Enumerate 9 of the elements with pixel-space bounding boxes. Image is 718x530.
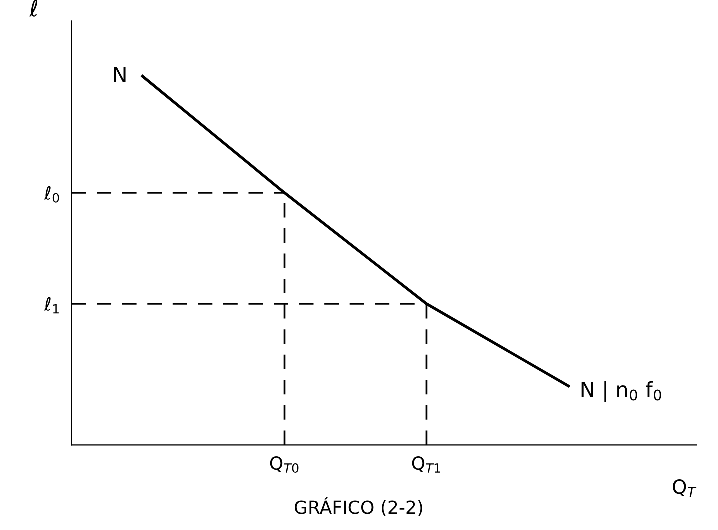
ref-line-label: ℓ$_{0}$ xyxy=(44,186,60,203)
ref-line-label: ℓ$_{1}$ xyxy=(44,297,59,314)
x-tick-label: Q$_{T1}$ xyxy=(412,456,440,473)
y-axis-title: ℓ xyxy=(29,0,38,17)
x-tick-label: Q$_{T0}$ xyxy=(270,456,299,474)
annotation: N xyxy=(114,67,126,82)
text: GRÁFICO (2-2) xyxy=(295,497,422,516)
annotation: N | n$_{0}$ f$_{0}$ xyxy=(582,381,662,402)
x-axis-title: Q$_{T}$ xyxy=(673,480,697,498)
